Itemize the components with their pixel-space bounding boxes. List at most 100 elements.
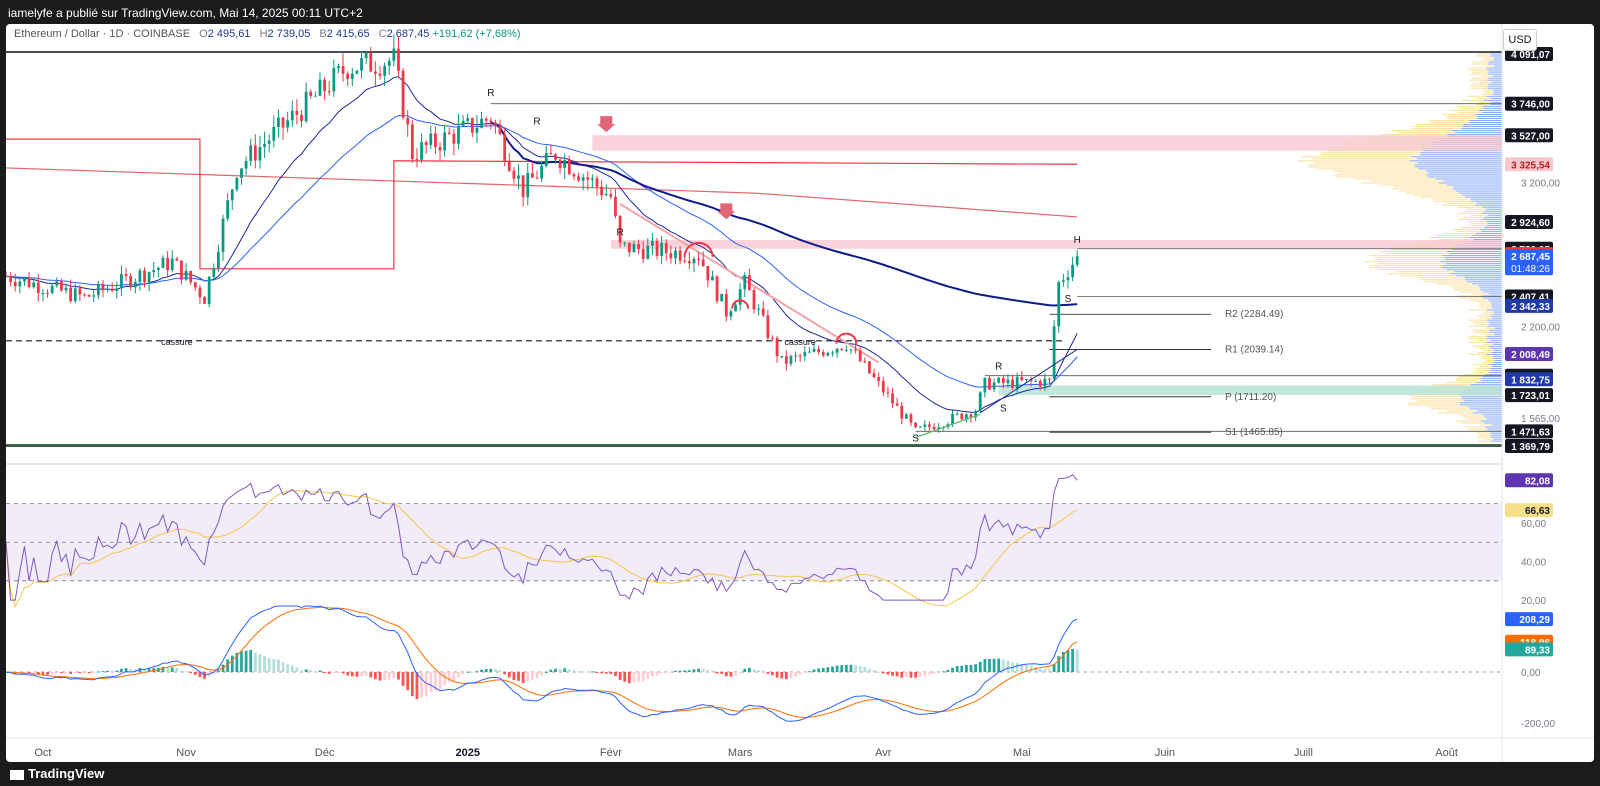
macd-histogram-bar bbox=[466, 671, 470, 673]
macd-histogram-bar bbox=[387, 672, 391, 680]
volume-profile-bar bbox=[1489, 323, 1502, 325]
macd-histogram-bar bbox=[198, 672, 202, 677]
candle-body bbox=[821, 352, 825, 356]
close-value: 2 687,45 bbox=[386, 28, 430, 40]
volume-profile-bar bbox=[1476, 115, 1502, 117]
candle-body bbox=[997, 377, 1001, 383]
ema-short-line bbox=[6, 76, 1078, 413]
tradingview-logo[interactable]: TradingView bbox=[10, 766, 104, 781]
volume-profile-bar bbox=[1411, 156, 1502, 158]
volume-profile-bar bbox=[1369, 255, 1443, 257]
macd-histogram-bar bbox=[83, 672, 86, 674]
price-badge-bg bbox=[1505, 388, 1553, 403]
open-label: O bbox=[199, 28, 208, 40]
macd-histogram-bar bbox=[928, 672, 931, 675]
volume-profile-bar bbox=[1488, 214, 1502, 216]
macd-histogram-bar bbox=[549, 669, 553, 672]
macd-histogram-bar bbox=[166, 667, 169, 672]
volume-profile-bar bbox=[1377, 263, 1447, 265]
volume-profile-bar bbox=[1478, 351, 1492, 353]
symbol-name[interactable]: Ethereum / Dollar · 1D · COINBASE bbox=[14, 28, 191, 40]
candle-body bbox=[1048, 378, 1051, 380]
volume-profile-bar bbox=[1465, 279, 1502, 281]
candle-body bbox=[844, 349, 848, 351]
candle-body bbox=[110, 288, 114, 291]
volume-profile-bar bbox=[1444, 259, 1502, 261]
volume-profile-bar bbox=[1472, 283, 1502, 285]
chart-canvas[interactable]: R2 (2284.49) R1 (2039.14) P (1711.20) S1 (1… bbox=[6, 24, 1594, 762]
annotation-r: R bbox=[533, 117, 540, 128]
candle-body bbox=[494, 122, 497, 127]
volume-profile-bar bbox=[1442, 265, 1502, 267]
open-value: 2 495,61 bbox=[207, 28, 251, 40]
candle-body bbox=[572, 174, 576, 177]
currency-button[interactable]: USD bbox=[1503, 29, 1537, 51]
volume-profile-bar bbox=[1492, 343, 1502, 345]
volume-profile-bar bbox=[1490, 103, 1502, 105]
rsi-axis-label: 20,00 bbox=[1521, 596, 1546, 607]
volume-profile-bar bbox=[1414, 164, 1502, 166]
macd-histogram-bar bbox=[863, 667, 867, 672]
candle-body bbox=[64, 287, 68, 291]
volume-profile-bar bbox=[1487, 325, 1502, 327]
candle-body bbox=[420, 142, 423, 160]
macd-histogram-bar bbox=[327, 672, 331, 674]
volume-profile-bar bbox=[1416, 158, 1502, 160]
macd-histogram-bar bbox=[983, 659, 987, 672]
volume-profile-bar bbox=[1452, 249, 1502, 251]
volume-profile-bar bbox=[1490, 436, 1502, 438]
volume-profile-bar bbox=[1494, 327, 1502, 329]
candle-body bbox=[918, 426, 922, 428]
volume-profile-bar bbox=[1469, 236, 1502, 238]
volume-profile-bar bbox=[1470, 73, 1488, 75]
annotation-s: S bbox=[1065, 294, 1072, 305]
macd-histogram-bar bbox=[249, 649, 253, 672]
publisher-bar: iamelyfe a publié sur TradingView.com, M… bbox=[0, 0, 1600, 26]
macd-histogram-bar bbox=[965, 664, 968, 672]
candle-body bbox=[904, 414, 908, 419]
candle-body bbox=[775, 338, 779, 357]
candle-body bbox=[443, 132, 447, 151]
candle-body bbox=[623, 242, 627, 244]
macd-histogram-bar bbox=[383, 672, 387, 681]
macd-histogram-bar bbox=[992, 658, 996, 672]
pivot-label: R1 (2039.14) bbox=[1225, 345, 1283, 356]
chart-frame[interactable]: R2 (2284.49) R1 (2039.14) P (1711.20) S1 (1… bbox=[6, 24, 1594, 762]
volume-profile-bar bbox=[1492, 313, 1502, 315]
volume-profile-bar bbox=[1400, 275, 1457, 277]
price-badge-bg bbox=[1505, 346, 1553, 361]
macd-histogram-bar bbox=[687, 670, 691, 672]
macd-histogram-bar bbox=[563, 668, 567, 672]
candle-body bbox=[521, 175, 525, 198]
volume-profile-bar bbox=[1473, 323, 1490, 325]
price-badge: 1 723,01 bbox=[1511, 391, 1550, 402]
candle-body bbox=[974, 411, 978, 418]
candle-body bbox=[512, 170, 516, 179]
macd-histogram-bar bbox=[715, 672, 719, 674]
candle-body bbox=[50, 285, 54, 293]
candle-body bbox=[240, 168, 243, 178]
volume-profile-bar bbox=[1493, 57, 1502, 59]
volume-profile-bar bbox=[1483, 297, 1502, 299]
volume-profile-bar bbox=[1481, 295, 1502, 297]
volume-profile-bar bbox=[1308, 166, 1415, 168]
volume-profile-bar bbox=[1447, 117, 1478, 119]
candle-body bbox=[554, 154, 557, 160]
macd-histogram-bar bbox=[410, 672, 414, 697]
candle-body bbox=[355, 70, 359, 74]
volume-profile-bar bbox=[1488, 61, 1502, 63]
volume-profile-bar bbox=[1470, 87, 1488, 89]
macd-histogram-bar bbox=[152, 668, 156, 672]
macd-histogram-bar bbox=[706, 670, 710, 672]
volume-profile-bar bbox=[1464, 196, 1502, 198]
rising-support-line bbox=[915, 413, 981, 438]
candle-body bbox=[549, 153, 553, 155]
candle-body bbox=[92, 295, 96, 297]
macd-histogram-bar bbox=[106, 670, 109, 672]
volume-profile-bar bbox=[1476, 202, 1502, 204]
candle-body bbox=[267, 140, 271, 144]
volume-profile-bar bbox=[1432, 384, 1471, 386]
candle-body bbox=[83, 294, 86, 296]
candle-body bbox=[803, 352, 807, 357]
candle-body bbox=[724, 293, 728, 317]
